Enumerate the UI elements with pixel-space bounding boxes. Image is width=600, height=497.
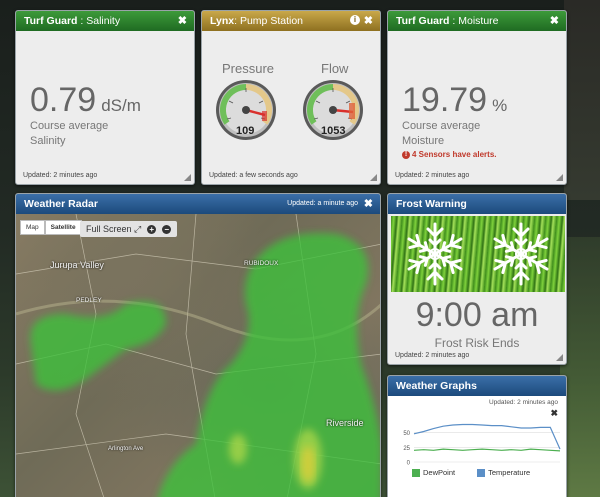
info-icon[interactable]: i: [350, 15, 360, 25]
pump-title-sep: :: [234, 15, 240, 27]
moisture-number: 19.79: [402, 81, 488, 119]
weather-graphs-header[interactable]: Weather Graphs: [388, 376, 566, 396]
moisture-widget-header[interactable]: Turf Guard : Moisture ✖: [388, 11, 566, 31]
moisture-updated: Updated: 2 minutes ago: [395, 172, 470, 179]
satellite-view-button[interactable]: Satellite: [44, 220, 82, 235]
moisture-caption-1: Course average: [402, 120, 481, 132]
fullscreen-label: Full Screen: [86, 223, 132, 234]
frost-time: 9:00 am: [415, 296, 539, 334]
moisture-title-metric: Moisture: [458, 15, 499, 27]
moisture-alert[interactable]: ! 4 Sensors have alerts.: [402, 150, 497, 159]
weather-line-chart: 0 25 50: [403, 423, 561, 467]
pump-title-metric: Pump Station: [239, 15, 304, 27]
map-type-toggle: Map Satellite: [20, 220, 82, 235]
salinity-caption-2: Salinity: [30, 135, 66, 147]
resize-grip-icon[interactable]: [370, 174, 377, 181]
weather-graphs-widget: Weather Graphs Updated: 2 minutes ago ✖ …: [387, 375, 567, 497]
close-icon[interactable]: ✖: [550, 408, 558, 418]
map-place-label: Arlington Ave: [108, 446, 144, 452]
moisture-title-brand: Turf Guard: [396, 15, 450, 27]
pressure-gauge: [216, 80, 276, 140]
fullscreen-button[interactable]: Full Screen ⤢: [86, 224, 141, 235]
frost-grass-image: [391, 216, 565, 292]
flow-gauge: [303, 80, 363, 140]
series-line-dewpoint: [413, 448, 561, 452]
legend-item-dewpoint[interactable]: DewPoint: [412, 468, 456, 478]
zoom-out-icon[interactable]: −: [162, 224, 172, 234]
salinity-title-brand: Turf Guard: [24, 15, 78, 27]
graphs-updated: Updated: 2 minutes ago: [488, 399, 558, 406]
y-tick-label: 50: [403, 431, 410, 437]
legend-label-dewpoint: DewPoint: [423, 468, 456, 477]
flow-value: 1053: [321, 125, 346, 137]
salinity-caption-1: Course average: [30, 120, 109, 132]
pump-title-brand: Lynx: [210, 15, 235, 27]
radar-precipitation-overlay: [30, 233, 380, 497]
weather-radar-widget: Weather Radar Updated: a minute ago ✖: [15, 193, 381, 497]
alert-icon: !: [402, 150, 410, 159]
moisture-widget: Turf Guard : Moisture ✖ 19.79% Course av…: [387, 10, 567, 185]
frost-caption: Frost Risk Ends: [434, 336, 520, 350]
legend-label-temperature: Temperature: [488, 468, 531, 477]
expand-icon: ⤢: [134, 223, 142, 234]
pump-station-widget: Lynx: Pump Station i ✖ Pressure Flow 109: [201, 10, 381, 185]
pump-station-widget-header[interactable]: Lynx: Pump Station i ✖: [202, 11, 380, 31]
frost-warning-header[interactable]: Frost Warning: [388, 194, 566, 214]
weather-radar-header[interactable]: Weather Radar Updated: a minute ago ✖: [16, 194, 380, 214]
salinity-value: 0.79 dS/m: [30, 81, 141, 120]
graphs-title: Weather Graphs: [396, 380, 477, 392]
y-tick-label: 0: [407, 461, 411, 467]
salinity-widget-header[interactable]: Turf Guard : Salinity ✖: [16, 11, 194, 31]
close-icon[interactable]: ✖: [363, 198, 373, 210]
frost-updated: Updated: 2 minutes ago: [395, 352, 470, 359]
zoom-in-icon[interactable]: +: [147, 224, 157, 234]
salinity-number: 0.79: [30, 81, 97, 119]
temperature-swatch: [477, 469, 486, 478]
close-icon[interactable]: ✖: [177, 15, 187, 27]
flow-label: Flow: [321, 61, 349, 76]
frost-warning-widget: Frost Warning: [387, 193, 567, 365]
legend-item-temperature[interactable]: Temperature: [477, 468, 531, 478]
resize-grip-icon[interactable]: [184, 174, 191, 181]
series-line-temperature: [413, 423, 561, 450]
radar-updated: Updated: a minute ago: [287, 200, 358, 207]
salinity-title-metric: Salinity: [86, 15, 121, 27]
salinity-widget: Turf Guard : Salinity ✖ 0.79 dS/m Course …: [15, 10, 195, 185]
salinity-title-sep: :: [77, 15, 87, 27]
map-place-label: Riverside: [326, 418, 364, 428]
map-place-label: Jurupa Valley: [50, 260, 104, 270]
moisture-title-sep: :: [449, 15, 459, 27]
moisture-caption-2: Moisture: [402, 135, 445, 147]
y-tick-label: 25: [403, 446, 410, 452]
resize-grip-icon[interactable]: [556, 354, 563, 361]
moisture-alert-text: 4 Sensors have alerts.: [412, 150, 497, 159]
moisture-unit: %: [492, 96, 508, 115]
map-place-label: RUBIDOUX: [244, 260, 279, 267]
close-icon[interactable]: ✖: [363, 15, 373, 27]
map-place-label: PEDLEY: [76, 297, 102, 304]
pressure-value: 109: [236, 125, 255, 137]
pressure-label: Pressure: [222, 61, 275, 76]
map-toolbar: Full Screen ⤢ + −: [80, 221, 178, 237]
resize-grip-icon[interactable]: [556, 174, 563, 181]
frost-title: Frost Warning: [396, 198, 467, 210]
dewpoint-swatch: [412, 469, 420, 478]
map-view-button[interactable]: Map: [20, 220, 45, 235]
snowflake-icon: [404, 222, 552, 286]
close-icon[interactable]: ✖: [549, 15, 559, 27]
radar-map[interactable]: Jurupa Valley PEDLEY RUBIDOUX Riverside …: [16, 214, 380, 497]
chart-legend: DewPoint Temperature: [412, 468, 531, 478]
radar-title: Weather Radar: [24, 198, 98, 210]
salinity-unit: dS/m: [101, 96, 141, 115]
pump-updated: Updated: a few seconds ago: [209, 172, 298, 179]
salinity-updated: Updated: 2 minutes ago: [23, 172, 98, 179]
background-top-right: [564, 0, 600, 200]
moisture-value: 19.79%: [402, 81, 507, 120]
